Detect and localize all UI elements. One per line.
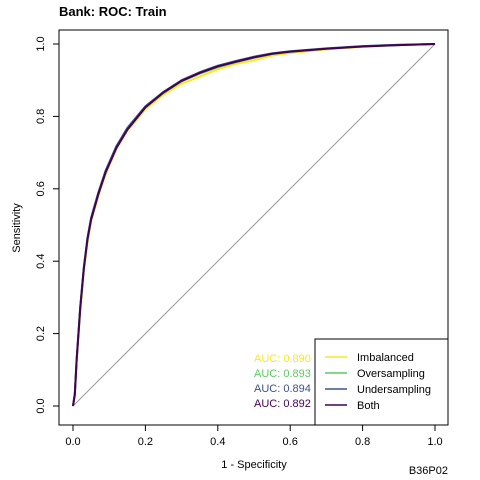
reference-diagonal xyxy=(72,43,436,407)
y-tick-label: 1.0 xyxy=(35,36,47,51)
series-line-both xyxy=(72,43,436,407)
x-axis-label: 1 - Specificity xyxy=(221,459,287,471)
auc-label-imbalanced: AUC: 0.890 xyxy=(254,353,311,365)
legend-box xyxy=(314,338,449,426)
y-tick-label: 0.2 xyxy=(35,326,47,341)
x-tick-label: 0.2 xyxy=(138,436,153,448)
corner-label: B36P02 xyxy=(409,465,448,477)
auc-labels: AUC: 0.890 AUC: 0.893 AUC: 0.894 AUC: 0.892 xyxy=(254,353,311,410)
y-axis: 0.0 0.2 0.4 0.6 0.8 1.0 xyxy=(35,36,60,414)
x-tick-label: 0.8 xyxy=(355,436,370,448)
auc-label-oversampling: AUC: 0.893 xyxy=(254,368,311,380)
chart-title: Bank: ROC: Train xyxy=(59,4,167,19)
series-layer xyxy=(72,43,436,407)
legend-label-imbalanced: Imbalanced xyxy=(357,352,414,364)
x-tick-label: 1.0 xyxy=(427,436,442,448)
x-tick-label: 0.4 xyxy=(210,436,225,448)
auc-label-both: AUC: 0.892 xyxy=(254,398,311,410)
y-tick-label: 0.8 xyxy=(35,109,47,124)
legend-label-both: Both xyxy=(357,400,380,412)
y-axis-label: Sensitivity xyxy=(11,203,23,253)
y-tick-label: 0.4 xyxy=(35,254,47,269)
x-axis: 0.0 0.2 0.4 0.6 0.8 1.0 xyxy=(65,424,443,448)
x-tick-label: 0.6 xyxy=(283,436,298,448)
y-tick-label: 0.0 xyxy=(35,398,47,413)
legend-label-undersampling: Undersampling xyxy=(357,384,431,396)
x-tick-label: 0.0 xyxy=(65,436,80,448)
legend: Imbalanced Oversampling Undersampling Both xyxy=(314,338,449,426)
y-tick-label: 0.6 xyxy=(35,181,47,196)
auc-label-undersampling: AUC: 0.894 xyxy=(254,383,311,395)
legend-label-oversampling: Oversampling xyxy=(357,368,425,380)
